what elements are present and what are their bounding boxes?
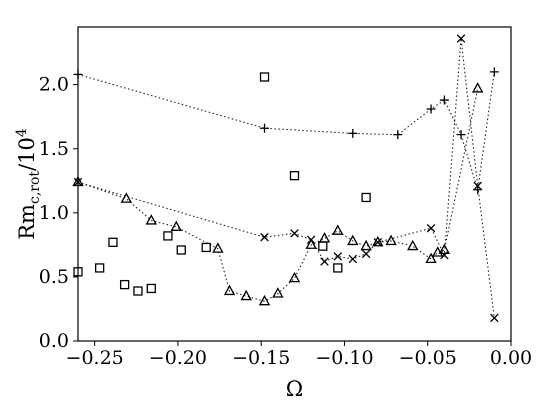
data-point (385, 234, 397, 246)
data-point (333, 252, 343, 261)
data-point (490, 313, 499, 323)
y-axis-label-exponent: 4 (14, 128, 30, 137)
y-axis-label: Rmc,rot/104 (14, 128, 43, 240)
x-tick-label: −0.15 (232, 347, 290, 369)
data-point (119, 279, 130, 290)
y-axis-label-divisor: /10 (15, 137, 39, 171)
data-point (259, 72, 270, 82)
data-point (361, 192, 371, 203)
data-point (108, 237, 118, 247)
data-point (201, 242, 211, 253)
y-tick-label: 0.5 (39, 266, 69, 288)
data-point (260, 232, 269, 242)
y-ticks: 0.0 0.5 1.0 1.5 2.0 (39, 74, 78, 352)
axes-frame (77, 26, 512, 342)
data-point (440, 250, 449, 260)
series-line (77, 71, 495, 190)
data-point (439, 95, 449, 105)
x-tick-label: −0.10 (315, 347, 373, 369)
y-tick-label: 1.5 (39, 138, 69, 160)
data-point (176, 245, 186, 255)
data-point (120, 192, 132, 203)
series-plus (73, 67, 499, 195)
data-point (347, 234, 359, 246)
data-point (260, 123, 270, 133)
x-tick-label: −0.25 (66, 347, 124, 369)
data-point (407, 239, 419, 251)
series-line (77, 38, 495, 318)
data-point (305, 238, 317, 249)
data-point (163, 231, 173, 241)
data-point (361, 249, 371, 259)
x-tick-label: −0.20 (149, 347, 207, 369)
data-point (318, 232, 331, 243)
data-point (290, 229, 299, 238)
data-point (456, 34, 466, 43)
data-point (332, 224, 344, 235)
x-tick-label: 0.00 (490, 347, 532, 369)
data-point (223, 284, 236, 296)
data-point (373, 238, 383, 247)
series-group (72, 34, 499, 323)
x-axis-label: Ω (286, 377, 303, 401)
data-point (393, 130, 403, 140)
data-point (360, 239, 372, 251)
data-point (372, 235, 384, 247)
data-point (438, 243, 451, 255)
data-point (348, 254, 358, 264)
data-point (133, 286, 143, 296)
x-tick-label: −0.05 (399, 347, 457, 369)
y-tick-label: 0.0 (39, 330, 69, 352)
data-point (425, 252, 437, 264)
data-point (240, 289, 252, 301)
data-point (426, 223, 436, 233)
data-point (471, 82, 484, 93)
y-tick-label: 2.0 (39, 74, 69, 96)
data-point (289, 171, 300, 181)
data-point (258, 294, 271, 306)
data-point (333, 263, 343, 273)
data-point (146, 283, 156, 294)
data-point (489, 67, 499, 77)
data-point (348, 128, 358, 138)
x-ticks: −0.25 −0.20 −0.15 −0.10 −0.05 0.00 (66, 341, 532, 369)
data-point (212, 242, 224, 253)
data-point (456, 130, 466, 140)
series-cross (73, 34, 499, 323)
data-point (170, 220, 182, 231)
data-point (320, 257, 329, 266)
y-tick-label: 1.0 (39, 202, 69, 224)
data-point (272, 287, 284, 298)
data-point (318, 241, 328, 251)
y-axis-label-subscript: c,rot (27, 171, 43, 204)
data-point (95, 263, 105, 273)
data-point (288, 271, 301, 283)
y-axis-label-main: Rm (15, 204, 39, 240)
data-point (145, 214, 157, 225)
data-point (473, 181, 482, 191)
series-line (77, 88, 479, 302)
data-point (426, 104, 436, 114)
series-square (73, 72, 371, 296)
